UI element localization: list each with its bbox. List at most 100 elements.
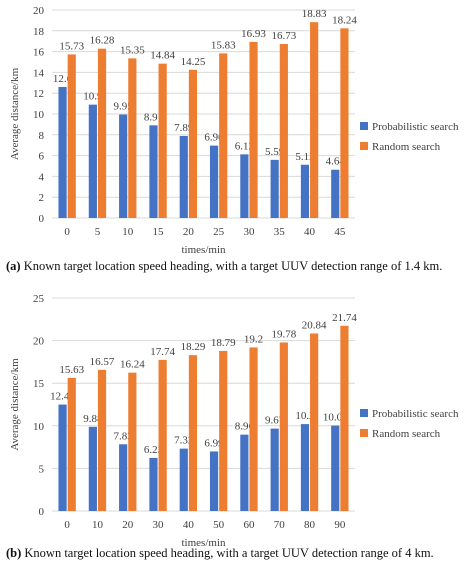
chart-a-bar-random bbox=[310, 22, 319, 218]
chart-b-x-tick-label: 60 bbox=[243, 519, 255, 531]
chart-b-bar-random bbox=[219, 350, 228, 511]
chart-a-y-tick-label: 4 bbox=[39, 171, 45, 183]
chart-a-legend-label-random: Random search bbox=[372, 141, 441, 153]
chart-b-bar-random bbox=[158, 359, 167, 511]
chart-a-y-tick-label: 20 bbox=[33, 5, 45, 17]
chart-b-x-tick-label: 10 bbox=[92, 519, 104, 531]
chart-a-bar-probabilistic bbox=[58, 86, 67, 219]
chart-b-bar-probabilistic bbox=[331, 425, 340, 511]
chart-a-x-tick-label: 30 bbox=[243, 226, 255, 238]
chart-a-y-tick-label: 8 bbox=[39, 130, 45, 142]
caption-a: (a) Known target location speed heading,… bbox=[6, 259, 442, 274]
caption-b: (b) Known target location speed heading,… bbox=[6, 546, 434, 561]
chart-b-x-tick-label: 80 bbox=[304, 519, 316, 531]
chart-b-legend-swatch-random bbox=[360, 429, 368, 437]
chart-b-bar-random bbox=[188, 355, 198, 511]
chart-a-bar-probabilistic bbox=[179, 135, 188, 218]
chart-b-bar-probabilistic bbox=[179, 448, 188, 511]
chart-panel-a: 0246810121416182012.615.73010.916.2859.9… bbox=[9, 5, 459, 256]
chart-a-data-label-random: 15.73 bbox=[59, 40, 84, 52]
chart-b-bar-probabilistic bbox=[119, 444, 128, 511]
chart-a-y-tick-label: 14 bbox=[33, 67, 45, 79]
chart-b-y-tick-label: 0 bbox=[39, 506, 45, 518]
chart-a-y-axis-title: Average distance/km bbox=[9, 67, 21, 160]
chart-b-x-axis-title: times/min bbox=[182, 537, 227, 549]
chart-b-y-tick-label: 25 bbox=[33, 293, 45, 305]
chart-b-data-label-random: 18.79 bbox=[211, 337, 236, 349]
chart-b-data-label-random: 17.74 bbox=[150, 346, 175, 358]
chart-b-data-label-probabilistic: 10.2 bbox=[295, 410, 314, 422]
chart-b-bar-probabilistic bbox=[300, 424, 310, 511]
chart-b-x-tick-label: 0 bbox=[64, 519, 70, 531]
chart-a-bar-probabilistic bbox=[300, 164, 310, 218]
chart-a-x-tick-label: 15 bbox=[153, 226, 165, 238]
chart-a-data-label-random: 14.84 bbox=[150, 50, 175, 62]
chart-a-x-tick-label: 20 bbox=[183, 226, 195, 238]
chart-b-y-tick-label: 10 bbox=[33, 421, 45, 433]
chart-b-data-label-random: 19.2 bbox=[244, 333, 263, 345]
chart-b-bar-random bbox=[310, 333, 319, 511]
chart-a-data-label-random: 15.35 bbox=[120, 44, 145, 56]
chart-a-bar-random bbox=[188, 69, 198, 218]
chart-panel-b: 051015202512.4915.6309.8816.57107.8316.2… bbox=[9, 293, 459, 549]
chart-a-y-tick-label: 6 bbox=[39, 151, 45, 163]
chart-b-y-tick-label: 5 bbox=[39, 463, 45, 475]
chart-a-x-axis-title: times/min bbox=[182, 244, 227, 256]
chart-b-y-axis-title: Average distance/km bbox=[9, 358, 21, 451]
chart-b-bar-probabilistic bbox=[88, 426, 97, 511]
chart-b-data-label-random: 18.29 bbox=[181, 341, 206, 353]
chart-b-bar-probabilistic bbox=[270, 428, 279, 511]
chart-a-bar-random bbox=[340, 28, 349, 218]
chart-a-legend-swatch-probabilistic bbox=[360, 122, 368, 130]
chart-a-y-tick-label: 2 bbox=[39, 192, 45, 204]
chart-a-data-label-random: 16.28 bbox=[90, 35, 115, 47]
chart-a-bar-probabilistic bbox=[209, 145, 219, 218]
chart-b-bar-probabilistic bbox=[58, 404, 67, 511]
chart-a-data-label-probabilistic: 5.12 bbox=[295, 151, 314, 163]
chart-a-bar-random bbox=[279, 44, 288, 219]
chart-b-bar-random bbox=[67, 377, 76, 511]
chart-b-x-tick-label: 30 bbox=[153, 519, 165, 531]
caption-a-letter: (a) bbox=[6, 259, 21, 273]
chart-a-y-tick-label: 12 bbox=[33, 88, 44, 100]
chart-b-bar-random bbox=[249, 347, 258, 511]
chart-a-data-label-random: 16.73 bbox=[271, 30, 296, 42]
chart-a-bar-random bbox=[249, 41, 258, 218]
chart-a-y-tick-label: 16 bbox=[33, 47, 45, 59]
chart-a-bar-random bbox=[158, 63, 167, 218]
chart-a-bar-random bbox=[97, 48, 107, 218]
chart-a-bar-probabilistic bbox=[119, 114, 128, 218]
chart-a-data-label-probabilistic: 8.91 bbox=[144, 111, 163, 123]
chart-b-bar-random bbox=[279, 342, 288, 511]
chart-a-data-label-random: 18.83 bbox=[302, 8, 327, 20]
chart-a-bar-random bbox=[219, 53, 228, 219]
chart-b-bar-random bbox=[128, 372, 137, 511]
chart-a-bar-probabilistic bbox=[331, 169, 340, 218]
chart-a-legend-label-probabilistic: Probabilistic search bbox=[372, 121, 459, 133]
chart-a-bar-probabilistic bbox=[240, 154, 249, 218]
chart-a-x-tick-label: 45 bbox=[334, 226, 346, 238]
chart-a-bar-random bbox=[128, 58, 137, 218]
chart-b-data-label-random: 19.78 bbox=[271, 328, 296, 340]
caption-a-text: Known target location speed heading, wit… bbox=[23, 259, 443, 273]
chart-a-x-tick-label: 35 bbox=[274, 226, 286, 238]
chart-b-x-tick-label: 70 bbox=[274, 519, 286, 531]
chart-b-data-label-random: 16.24 bbox=[120, 359, 145, 371]
chart-a-x-tick-label: 0 bbox=[64, 226, 70, 238]
chart-b-data-label-random: 15.63 bbox=[59, 364, 84, 376]
chart-a-x-tick-label: 5 bbox=[95, 226, 101, 238]
chart-b-legend-swatch-probabilistic bbox=[360, 409, 368, 417]
chart-b-legend-label-random: Random search bbox=[372, 428, 441, 440]
chart-b-legend-label-probabilistic: Probabilistic search bbox=[372, 408, 459, 420]
chart-a-data-label-random: 16.93 bbox=[241, 28, 266, 40]
chart-a-data-label-random: 15.83 bbox=[211, 39, 236, 51]
chart-b-y-tick-label: 15 bbox=[33, 378, 45, 390]
chart-b-bar-random bbox=[340, 325, 349, 511]
chart-a-x-tick-label: 25 bbox=[213, 226, 225, 238]
chart-a-bar-random bbox=[67, 54, 76, 218]
chart-a-y-tick-label: 0 bbox=[39, 213, 45, 225]
chart-b-x-tick-label: 20 bbox=[122, 519, 134, 531]
chart-b-bar-probabilistic bbox=[149, 457, 158, 511]
chart-a-y-tick-label: 18 bbox=[33, 26, 45, 38]
chart-a-bar-probabilistic bbox=[270, 159, 279, 218]
